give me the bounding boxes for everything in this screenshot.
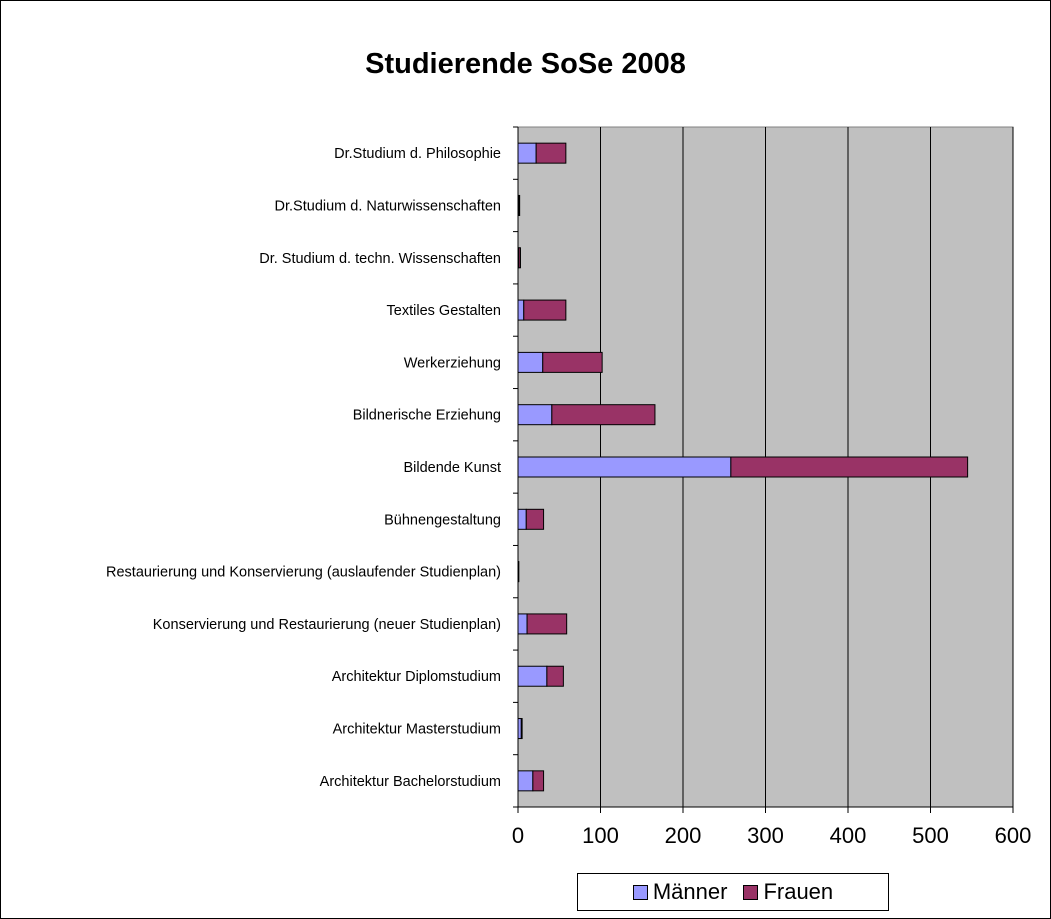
legend-item-maenner: Männer bbox=[632, 879, 728, 905]
x-tick-label-5: 500 bbox=[912, 823, 949, 848]
category-label-11: Architektur Masterstudium bbox=[333, 722, 501, 738]
legend-swatch-frauen bbox=[743, 884, 759, 900]
x-tick-label-2: 200 bbox=[665, 823, 702, 848]
x-tick-label-1: 100 bbox=[582, 823, 619, 848]
bar-maenner-9 bbox=[517, 613, 528, 635]
bar-maenner-3 bbox=[517, 299, 525, 321]
bar-frauen-5 bbox=[551, 404, 656, 426]
x-tick-label-3: 300 bbox=[747, 823, 784, 848]
bar-frauen-3 bbox=[523, 299, 567, 321]
x-tick-label-4: 400 bbox=[830, 823, 867, 848]
bar-frauen-1 bbox=[518, 194, 521, 216]
bar-frauen-12 bbox=[532, 770, 545, 792]
category-label-6: Bildende Kunst bbox=[403, 460, 501, 476]
bar-frauen-2 bbox=[518, 247, 521, 269]
category-label-10: Architektur Diplomstudium bbox=[332, 669, 501, 685]
chart-legend: Männer Frauen bbox=[577, 873, 889, 911]
legend-item-frauen: Frauen bbox=[743, 879, 833, 905]
bar-maenner-5 bbox=[517, 404, 553, 426]
bar-frauen-4 bbox=[542, 351, 603, 373]
category-label-4: Werkerziehung bbox=[404, 355, 501, 371]
bar-chart-plot: 0 100 200 300 400 500 600 Dr.Studium d. Philoso… bbox=[106, 126, 1032, 848]
bar-maenner-10 bbox=[517, 665, 548, 687]
bar-frauen-7 bbox=[525, 508, 545, 530]
category-label-1: Dr.Studium d. Naturwissenschaften bbox=[275, 198, 501, 214]
bar-maenner-7 bbox=[517, 508, 527, 530]
bar-maenner-4 bbox=[517, 351, 544, 373]
legend-label-maenner: Männer bbox=[652, 879, 728, 904]
category-label-2: Dr. Studium d. techn. Wissenschaften bbox=[259, 251, 501, 267]
legend-swatch-maenner bbox=[632, 884, 648, 900]
category-label-0: Dr.Studium d. Philosophie bbox=[334, 146, 501, 162]
category-label-5: Bildnerische Erziehung bbox=[353, 408, 501, 424]
chart-title: Studierende SoSe 2008 bbox=[365, 48, 686, 80]
category-label-12: Architektur Bachelorstudium bbox=[320, 774, 501, 790]
bar-frauen-10 bbox=[546, 665, 564, 687]
bar-frauen-8 bbox=[517, 561, 520, 583]
bar-frauen-11 bbox=[520, 718, 523, 740]
legend-label-frauen: Frauen bbox=[763, 879, 834, 904]
category-label-7: Bühnengestaltung bbox=[384, 512, 501, 528]
bar-frauen-9 bbox=[526, 613, 568, 635]
x-tick-label-6: 600 bbox=[995, 823, 1032, 848]
bar-frauen-0 bbox=[535, 142, 567, 164]
category-label-8: Restaurierung und Konservierung (auslauf… bbox=[106, 565, 501, 581]
bar-maenner-6 bbox=[517, 456, 732, 478]
category-label-3: Textiles Gestalten bbox=[387, 303, 501, 319]
bar-maenner-0 bbox=[517, 142, 537, 164]
bar-frauen-6 bbox=[730, 456, 969, 478]
bar-maenner-12 bbox=[517, 770, 534, 792]
x-tick-label-0: 0 bbox=[512, 823, 524, 848]
category-label-9: Konservierung und Restaurierung (neuer S… bbox=[153, 617, 501, 633]
